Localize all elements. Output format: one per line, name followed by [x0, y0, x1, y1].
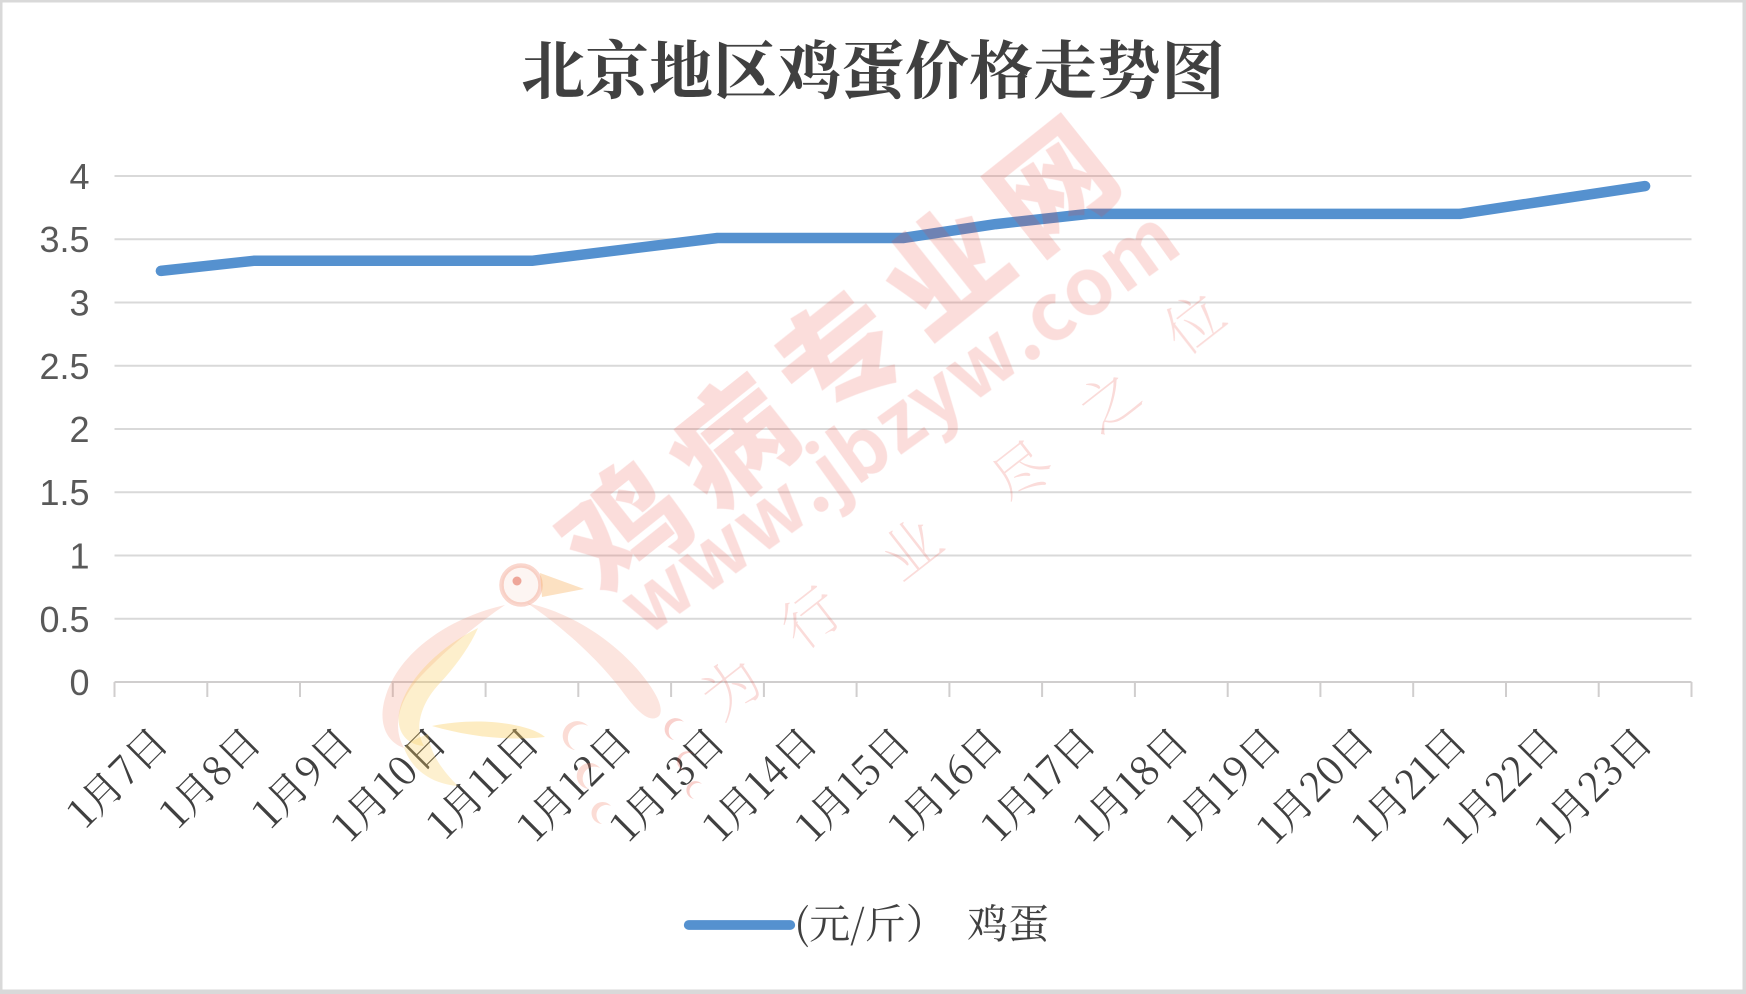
svg-text:1: 1	[69, 536, 89, 577]
svg-text:2: 2	[69, 409, 89, 450]
svg-text:0: 0	[69, 662, 89, 703]
svg-text:3: 3	[69, 283, 89, 324]
svg-text:3.5: 3.5	[39, 219, 89, 260]
svg-text:1.5: 1.5	[39, 472, 89, 513]
svg-text:0.5: 0.5	[39, 599, 89, 640]
svg-text:4: 4	[69, 156, 89, 197]
svg-text:2.5: 2.5	[39, 346, 89, 387]
